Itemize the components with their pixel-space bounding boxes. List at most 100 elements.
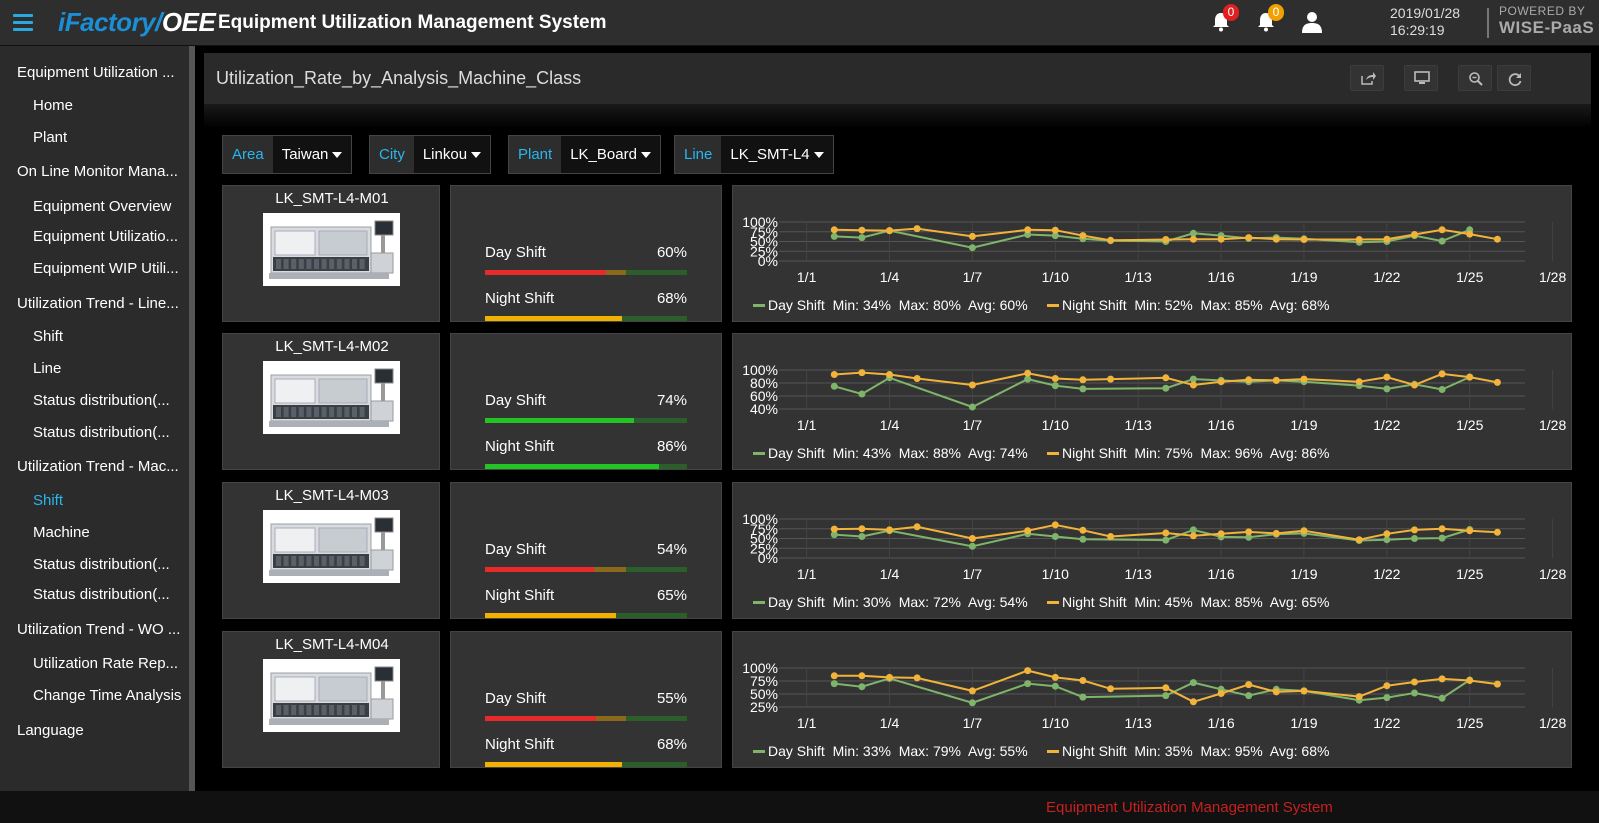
night-shift-data-point[interactable]: [1107, 375, 1115, 383]
day-shift-data-point[interactable]: [1079, 693, 1087, 701]
line-filter[interactable]: Line LK_SMT-L4: [674, 135, 834, 174]
night-shift-data-point[interactable]: [1079, 677, 1087, 684]
sidebar-item-status-distribution[interactable]: Status distribution(...: [33, 424, 170, 441]
sidebar-item-utilization-trend-line[interactable]: Utilization Trend - Line...: [17, 295, 179, 312]
night-shift-data-point[interactable]: [886, 673, 893, 681]
sidebar-item-line[interactable]: Line: [33, 360, 62, 377]
day-shift-data-point[interactable]: [1189, 526, 1197, 534]
night-shift-data-point[interactable]: [1438, 370, 1446, 378]
night-shift-data-point[interactable]: [1107, 533, 1115, 540]
night-shift-data-point[interactable]: [1438, 226, 1446, 234]
night-shift-data-point[interactable]: [1189, 381, 1197, 389]
night-shift-data-point[interactable]: [1189, 698, 1197, 706]
day-shift-data-point[interactable]: [1024, 680, 1032, 688]
night-shift-data-point[interactable]: [1300, 687, 1308, 695]
night-shift-data-point[interactable]: [1466, 230, 1474, 238]
sidebar-item-equipment-utilization[interactable]: Equipment Utilization ...: [17, 64, 175, 81]
night-shift-data-point[interactable]: [1355, 378, 1363, 386]
day-shift-data-point[interactable]: [858, 390, 866, 398]
night-shift-data-point[interactable]: [1493, 235, 1501, 243]
day-shift-data-point[interactable]: [1438, 694, 1446, 702]
night-shift-data-point[interactable]: [858, 525, 866, 533]
night-shift-data-point[interactable]: [1245, 528, 1253, 536]
utilization-trend-chart[interactable]: 100% 75% 50% 25% 0% 1/1 1/4 1/7 1/10 1/13 1/16 1/19…: [732, 482, 1572, 619]
night-shift-data-point[interactable]: [1024, 369, 1032, 377]
sidebar-item-utilization-trend-wo[interactable]: Utilization Trend - WO ...: [17, 621, 181, 638]
night-shift-data-point[interactable]: [1466, 677, 1474, 684]
day-shift-data-point[interactable]: [1245, 692, 1253, 700]
hamburger-menu-icon[interactable]: [10, 10, 36, 36]
day-shift-data-point[interactable]: [1162, 692, 1170, 700]
night-shift-data-point[interactable]: [1162, 529, 1170, 537]
day-shift-data-point[interactable]: [1411, 535, 1418, 542]
night-shift-data-point[interactable]: [913, 375, 921, 382]
sidebar-item-equipment-wip-utili[interactable]: Equipment WIP Utili...: [33, 260, 179, 277]
warning-notification-button[interactable]: 0: [1253, 4, 1284, 36]
day-shift-data-point[interactable]: [1051, 232, 1059, 240]
night-shift-data-point[interactable]: [886, 526, 893, 534]
night-shift-data-point[interactable]: [1162, 374, 1170, 382]
night-shift-data-point[interactable]: [1024, 667, 1032, 675]
night-shift-data-point[interactable]: [1079, 526, 1087, 534]
night-shift-data-point[interactable]: [1024, 226, 1032, 234]
night-shift-data-point[interactable]: [830, 672, 838, 680]
night-shift-data-point[interactable]: [1079, 232, 1087, 240]
sidebar-item-status-distribution[interactable]: Status distribution(...: [33, 392, 170, 409]
night-shift-data-point[interactable]: [1383, 373, 1391, 381]
day-shift-data-point[interactable]: [1438, 386, 1446, 393]
day-shift-data-point[interactable]: [968, 403, 976, 411]
day-shift-legend-text[interactable]: Day Shift Min: 34% Max: 80% Avg: 60%: [768, 297, 1028, 313]
machine-card[interactable]: LK_SMT-L4-M03: [222, 482, 440, 619]
fullscreen-button[interactable]: [1404, 65, 1438, 91]
day-shift-data-point[interactable]: [1051, 533, 1059, 540]
zoom-out-button[interactable]: [1458, 65, 1492, 91]
night-shift-data-point[interactable]: [1245, 681, 1253, 689]
night-shift-data-point[interactable]: [830, 371, 838, 378]
sidebar-item-status-distribution[interactable]: Status distribution(...: [33, 586, 170, 603]
night-shift-legend-text[interactable]: Night Shift Min: 35% Max: 95% Avg: 68%: [1062, 743, 1329, 759]
app-logo[interactable]: iFactory/OEE: [58, 7, 216, 38]
night-shift-data-point[interactable]: [886, 227, 893, 235]
day-shift-legend-text[interactable]: Day Shift Min: 30% Max: 72% Avg: 54%: [768, 594, 1028, 610]
sidebar-item-change-time-analysis[interactable]: Change Time Analysis: [33, 687, 182, 704]
day-shift-data-point[interactable]: [1079, 385, 1087, 393]
refresh-button[interactable]: [1497, 65, 1531, 91]
day-shift-data-point[interactable]: [1245, 533, 1253, 541]
night-shift-data-point[interactable]: [1217, 690, 1225, 697]
night-shift-data-point[interactable]: [1272, 376, 1280, 384]
night-shift-data-point[interactable]: [1355, 536, 1363, 544]
night-shift-data-point[interactable]: [1051, 226, 1059, 234]
night-shift-legend-text[interactable]: Night Shift Min: 52% Max: 85% Avg: 68%: [1062, 297, 1329, 313]
utilization-trend-chart[interactable]: 100% 75% 50% 25% 0% 1/1 1/4 1/7 1/10 1/13 1/16 1/19…: [732, 185, 1572, 322]
machine-card[interactable]: LK_SMT-L4-M02: [222, 333, 440, 470]
night-shift-data-point[interactable]: [1300, 375, 1308, 383]
night-shift-data-point[interactable]: [1217, 378, 1225, 386]
night-shift-data-point[interactable]: [1466, 373, 1474, 381]
day-shift-data-point[interactable]: [858, 533, 866, 540]
sidebar-item-plant[interactable]: Plant: [33, 129, 68, 146]
utilization-trend-chart[interactable]: 100% 75% 50% 25% 1/1 1/4 1/7 1/10 1/13 1/16 1/19 1/…: [732, 631, 1572, 768]
day-shift-data-point[interactable]: [830, 531, 838, 539]
sidebar-item-machine[interactable]: Machine: [33, 524, 90, 541]
night-shift-data-point[interactable]: [1079, 376, 1087, 384]
day-shift-data-point[interactable]: [1438, 534, 1446, 542]
night-shift-data-point[interactable]: [886, 371, 893, 378]
night-shift-data-point[interactable]: [1438, 675, 1446, 683]
night-shift-data-point[interactable]: [1493, 680, 1501, 688]
machine-card[interactable]: LK_SMT-L4-M01: [222, 185, 440, 322]
sidebar-item-shift[interactable]: Shift: [33, 328, 64, 345]
night-shift-data-point[interactable]: [1051, 521, 1059, 529]
day-shift-data-point[interactable]: [1189, 375, 1197, 383]
day-shift-data-point[interactable]: [858, 683, 866, 691]
day-shift-data-point[interactable]: [858, 234, 866, 242]
day-shift-data-point[interactable]: [1411, 689, 1418, 697]
night-shift-legend-text[interactable]: Night Shift Min: 45% Max: 85% Avg: 65%: [1062, 594, 1329, 610]
day-shift-legend-text[interactable]: Day Shift Min: 33% Max: 79% Avg: 55%: [768, 743, 1028, 759]
night-shift-data-point[interactable]: [1355, 236, 1363, 243]
night-shift-data-point[interactable]: [1051, 673, 1059, 681]
day-shift-data-point[interactable]: [830, 680, 838, 688]
line-filter-dropdown[interactable]: LK_SMT-L4: [721, 136, 833, 173]
night-shift-data-point[interactable]: [1355, 693, 1363, 701]
night-shift-data-point[interactable]: [1272, 688, 1280, 696]
night-shift-data-point[interactable]: [858, 672, 866, 680]
